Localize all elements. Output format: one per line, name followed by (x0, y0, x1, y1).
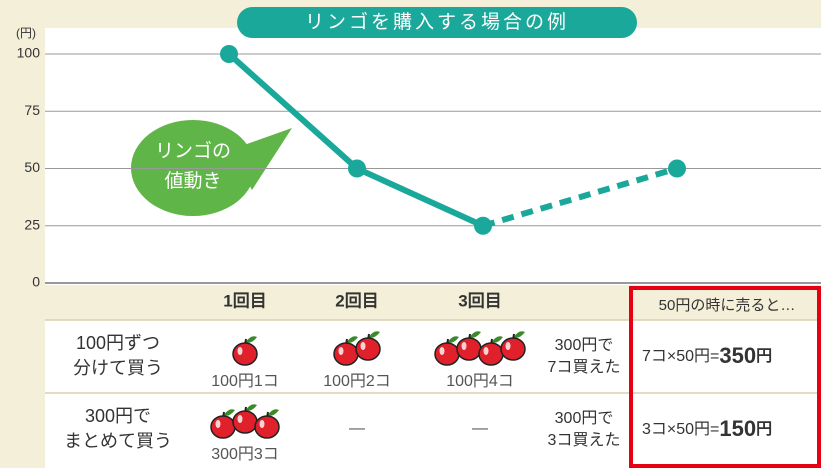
apple (456, 331, 482, 361)
bought-text: 300円で (555, 337, 614, 354)
result-amount: 150 (719, 416, 756, 441)
result-formula: 7コ×50円= (642, 348, 719, 365)
apple-body (210, 415, 236, 439)
y-tick-label: 100 (17, 45, 41, 61)
apple-shine (259, 420, 265, 428)
apple-leaf (267, 409, 279, 417)
y-tick-label: 75 (24, 102, 40, 118)
row-label: まとめて買う (64, 431, 172, 451)
apple-shine (360, 342, 366, 350)
apple-body (355, 337, 381, 361)
result: 3コ×50円=150円 (642, 416, 772, 441)
row-label: 100円ずつ (76, 333, 160, 353)
cell-text: 100円4コ (446, 373, 514, 390)
point (348, 159, 366, 178)
apple-leaf (368, 331, 380, 339)
apple-shine (338, 347, 344, 355)
apple (232, 336, 258, 366)
apple (254, 409, 280, 439)
cell-text: ― (349, 420, 365, 437)
apple-shine (237, 415, 243, 423)
result-unit: 円 (756, 420, 772, 438)
bought-text: 3コ買えた (548, 431, 621, 449)
apple-leaf (491, 336, 503, 344)
dashed-line (482, 165, 678, 229)
apple (210, 409, 236, 439)
row-label: 分けて買う (73, 358, 163, 378)
x-tick-label: 1回目 (223, 291, 266, 310)
apple-leaf (513, 331, 525, 339)
apple-shine (505, 342, 511, 350)
apple-body (456, 337, 482, 361)
apple-body (333, 342, 359, 366)
result-formula: 3コ×50円= (642, 421, 719, 438)
apple-shine (215, 420, 221, 428)
y-tick-label: 25 (24, 216, 40, 232)
row-label: 300円で (85, 406, 151, 426)
title-pill (237, 7, 637, 38)
apple-leaf (245, 336, 257, 344)
y-unit: (円) (16, 26, 36, 40)
apple-shine (439, 347, 445, 355)
apple-shine (237, 347, 243, 355)
apple-shine (483, 347, 489, 355)
apple-leaf (346, 336, 358, 344)
bought-text: 7コ買えた (548, 358, 621, 376)
chart-title: リンゴを購入する場合の例 (305, 11, 569, 33)
apple (500, 331, 526, 361)
highlight-box (629, 286, 821, 468)
apple-body (500, 337, 526, 361)
cell-text: 100円2コ (323, 373, 391, 390)
annotation: リンゴの (155, 140, 231, 162)
x-tick-label: 3回目 (458, 291, 501, 310)
cell-text: ― (472, 420, 488, 437)
point (668, 159, 686, 178)
y-tick-label: 0 (32, 274, 40, 290)
apple-body (478, 342, 504, 366)
table-body (45, 320, 821, 468)
annotation: 値動き (164, 170, 221, 192)
apple-leaf (223, 409, 235, 417)
apple-leaf (469, 331, 481, 339)
apple-leaf (245, 404, 257, 412)
result: 7コ×50円=350円 (642, 343, 772, 368)
apple-body (232, 410, 258, 434)
apple-leaf (447, 336, 459, 344)
apple-body (434, 342, 460, 366)
bought-text: 300円で (555, 410, 614, 427)
apple-body (232, 342, 258, 366)
apple-shine (461, 342, 467, 350)
apple-body (254, 415, 280, 439)
cell-text: 100円1コ (211, 373, 279, 390)
result-unit: 円 (756, 347, 772, 365)
header-note: 50円の時に売ると… (659, 297, 796, 314)
apple (333, 336, 359, 366)
cell-text: 300円3コ (211, 446, 279, 463)
apple (434, 336, 460, 366)
x-tick-label: 2回目 (335, 291, 378, 310)
result-amount: 350 (719, 343, 756, 368)
apple (355, 331, 381, 361)
y-tick-label: 50 (24, 159, 40, 175)
point (474, 216, 492, 235)
point (220, 45, 238, 63)
